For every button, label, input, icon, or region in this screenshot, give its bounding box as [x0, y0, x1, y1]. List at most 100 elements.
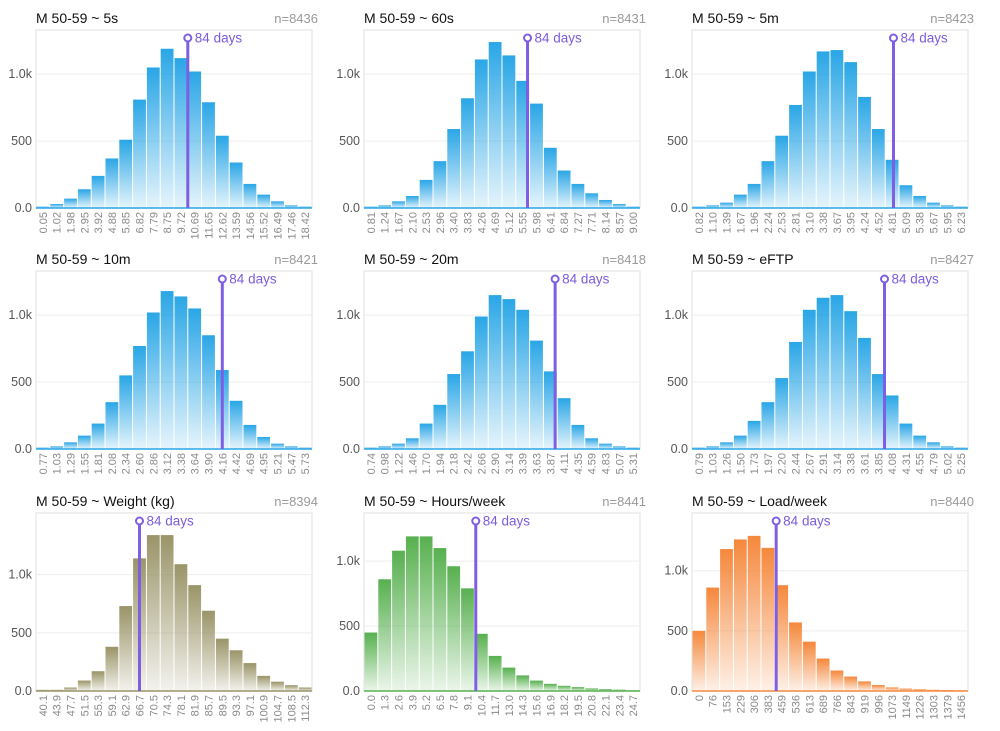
- histogram-bar: [830, 50, 844, 208]
- histogram-bar: [188, 71, 202, 208]
- x-tick-label: 18.2: [559, 695, 571, 716]
- chart-title: M 50-59 ~ 10m: [36, 251, 131, 267]
- sample-count: n=8418: [602, 252, 646, 267]
- histogram-bar: [257, 675, 271, 691]
- x-tick-label: 2.95: [79, 212, 91, 233]
- histogram-bar: [419, 423, 433, 449]
- x-tick-label: 2.86: [148, 453, 160, 474]
- x-tick-label: 2.90: [490, 453, 502, 474]
- plot-frame: [691, 512, 969, 692]
- histogram-bar: [543, 683, 557, 691]
- histogram-bar: [447, 129, 461, 208]
- chart-title: M 50-59 ~ 5m: [692, 10, 779, 26]
- x-tick-label: 89.5: [217, 695, 229, 716]
- histogram-bar: [257, 194, 271, 208]
- y-tick-label: 1.0k: [664, 564, 688, 578]
- x-tick-label: 11.7: [490, 695, 502, 716]
- plot-frame: [35, 512, 313, 692]
- marker-label: 84 days: [562, 272, 610, 287]
- x-tick-label: 0.82: [694, 212, 706, 233]
- histogram-bar: [146, 535, 160, 691]
- histogram-bar: [229, 400, 243, 449]
- histogram-bar: [160, 48, 174, 208]
- chart-panel: M 50-59 ~ 60s n=8431 0.0 500 1.0k 0.81 1.24 1.6…: [328, 0, 648, 240]
- x-tick-label: 4.24: [860, 212, 872, 233]
- plot-frame: [35, 29, 313, 209]
- x-tick-label: 12.62: [217, 212, 229, 240]
- x-tick-label: 1.46: [407, 453, 419, 474]
- x-tick-label: 0.05: [38, 212, 50, 233]
- marker-dot: [523, 33, 533, 43]
- y-tick-label: 0.0: [671, 201, 688, 215]
- histogram-bar: [543, 371, 557, 449]
- histogram-bar: [761, 547, 775, 691]
- histogram-bar: [761, 161, 775, 208]
- x-tick-label: 3.87: [545, 453, 557, 474]
- x-tick-label: 3.39: [518, 453, 530, 474]
- histogram-bar: [899, 185, 913, 208]
- histogram-bar: [706, 205, 720, 208]
- histogram-bar: [284, 685, 298, 691]
- marker-dot: [550, 274, 560, 284]
- histogram-bar: [775, 585, 789, 691]
- histogram-bar: [64, 687, 77, 691]
- y-tick-label: 0.0: [15, 684, 32, 698]
- x-tick-label: 2.24: [763, 212, 775, 233]
- histogram-bar: [516, 80, 530, 208]
- x-tick-label: 1.02: [52, 212, 64, 233]
- histogram-bar: [599, 689, 612, 691]
- x-tick-label: 3.95: [846, 212, 858, 233]
- histogram-bar: [802, 71, 816, 208]
- y-tick-label: 1.0k: [8, 308, 32, 322]
- x-tick-label: 1.29: [66, 453, 78, 474]
- histogram-bar: [405, 438, 419, 449]
- x-tick-label: 13.0: [504, 695, 516, 716]
- x-tick-label: 5.02: [942, 453, 954, 474]
- histogram-bar: [271, 681, 284, 691]
- marker-label: 84 days: [892, 272, 940, 287]
- x-tick-label: 1303: [929, 695, 941, 719]
- x-tick-label: 1456: [956, 695, 968, 719]
- x-tick-label: 24.7: [628, 695, 640, 716]
- histogram-bar: [844, 311, 858, 449]
- x-tick-label: 4.83: [601, 453, 613, 474]
- x-tick-label: 55.3: [93, 695, 105, 716]
- histogram-bar: [706, 446, 720, 449]
- chart-panel: M 50-59 ~ Load/week n=8440 0.0 500 1.0k 0 76 15…: [656, 483, 976, 723]
- histogram-bar: [188, 308, 202, 449]
- x-tick-label: 0.81: [366, 212, 378, 233]
- x-tick-label: 85.7: [204, 695, 216, 716]
- x-tick-label: 22.1: [601, 695, 613, 716]
- x-tick-label: 3.85: [873, 453, 885, 474]
- histogram-bar: [447, 374, 461, 449]
- x-tick-label: 3.38: [846, 453, 858, 474]
- x-tick-label: 1.97: [763, 453, 775, 474]
- y-tick-label: 0.0: [671, 684, 688, 698]
- histogram-bar: [585, 688, 599, 691]
- histogram-bar: [733, 435, 747, 449]
- histogram-bar: [174, 564, 188, 691]
- histogram-bar: [789, 104, 802, 208]
- histogram-bar: [585, 193, 599, 208]
- histogram-bar: [119, 606, 133, 691]
- histogram-bar: [871, 374, 885, 449]
- x-tick-label: 15.6: [532, 695, 544, 716]
- x-tick-label: 3.9: [407, 695, 419, 710]
- chart-title: M 50-59 ~ 5s: [36, 10, 119, 26]
- x-tick-label: 843: [846, 695, 858, 713]
- x-tick-label: 7.27: [573, 212, 585, 233]
- histogram-bar: [789, 622, 802, 691]
- x-tick-label: 18.42: [300, 212, 312, 240]
- histogram-bar: [271, 443, 284, 449]
- histogram-bar: [530, 680, 543, 691]
- histogram-bar: [64, 198, 77, 208]
- histogram-bar: [927, 442, 940, 449]
- chart-panel: M 50-59 ~ Weight (kg) n=8394 0.0 500 1.0k 40.…: [0, 483, 320, 723]
- x-tick-label: 16.49: [273, 212, 285, 240]
- x-tick-label: 1.3: [380, 695, 392, 710]
- histogram-bar: [433, 404, 447, 449]
- x-tick-label: 81.9: [190, 695, 202, 716]
- histogram-bar: [160, 535, 174, 691]
- histogram-bar: [243, 183, 257, 208]
